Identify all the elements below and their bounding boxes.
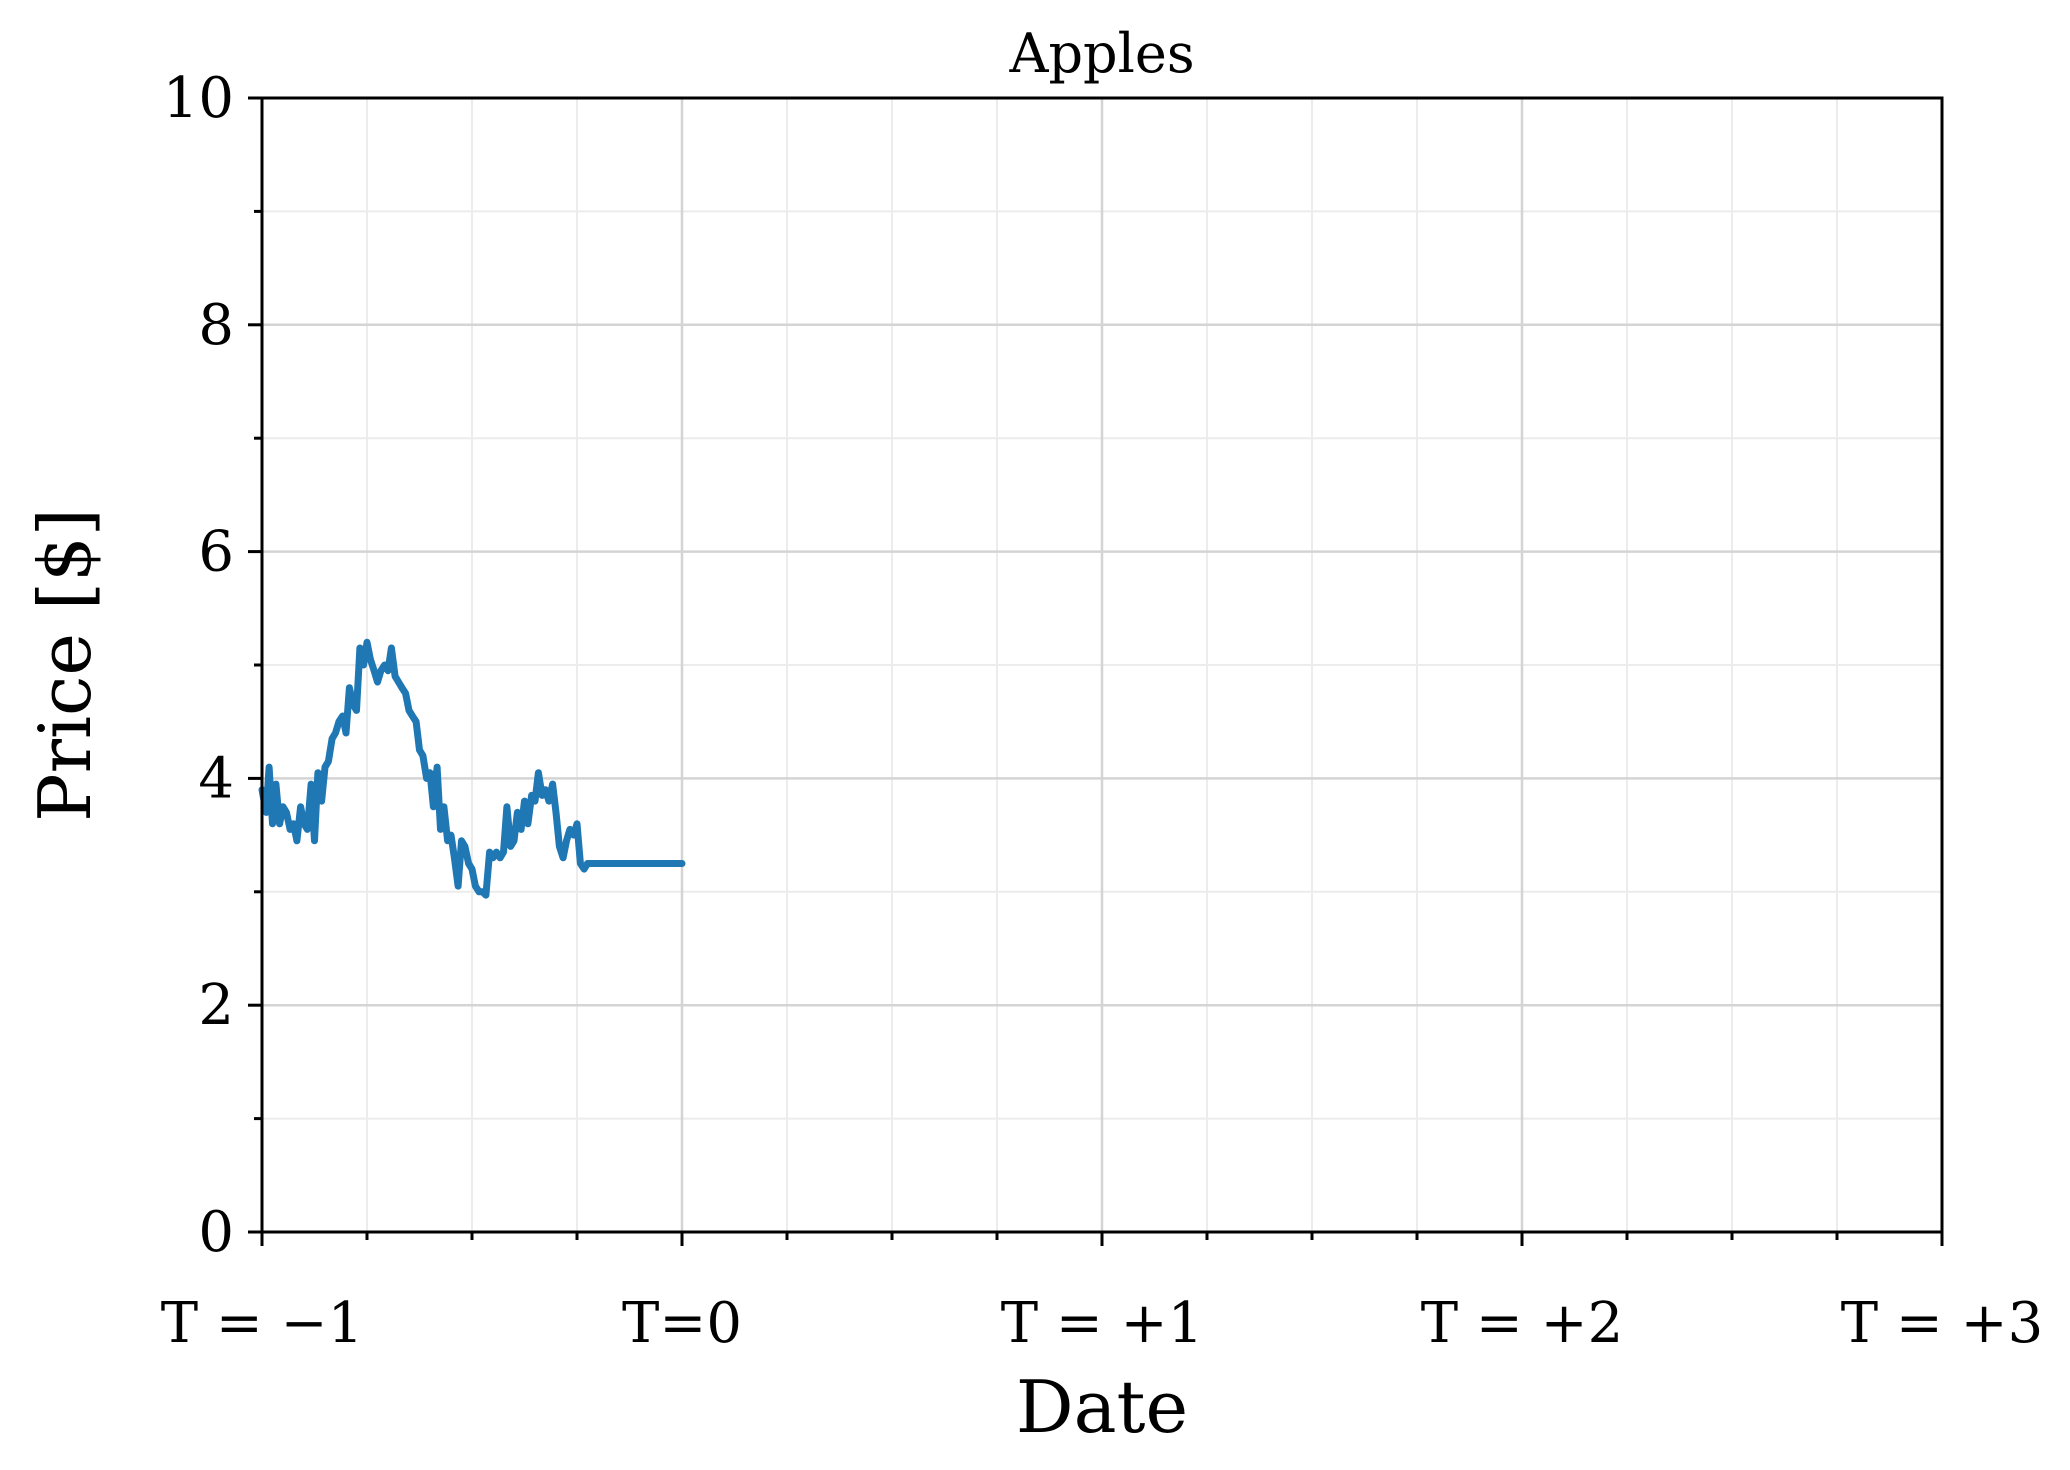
y-tick-label-5: 10 (163, 66, 234, 131)
price-series-line-0 (258, 638, 686, 899)
series-layer (258, 638, 686, 899)
tick-labels: 0 2 4 6 8 10 T = −1 T=0 T = +1 T = +2 T = +3 (161, 66, 2043, 1356)
x-tick-label-4: T = +3 (1841, 1291, 2043, 1356)
y-axis-title: Price [$] (23, 508, 107, 822)
x-tick-label-1: T=0 (622, 1291, 742, 1356)
x-tick-label-3: T = +2 (1421, 1291, 1623, 1356)
x-tick-label-2: T = +1 (1001, 1291, 1203, 1356)
y-tick-label-2: 4 (198, 746, 234, 811)
axis-ticks (248, 96, 1944, 1246)
y-tick-label-4: 8 (198, 293, 234, 358)
y-tick-label-0: 0 (198, 1200, 234, 1265)
y-tick-label-3: 6 (198, 520, 234, 585)
x-tick-label-0: T = −1 (161, 1291, 363, 1356)
y-tick-label-1: 2 (198, 973, 234, 1038)
x-axis-title: Date (1016, 1365, 1188, 1449)
chart-title: Apples (1008, 22, 1194, 85)
